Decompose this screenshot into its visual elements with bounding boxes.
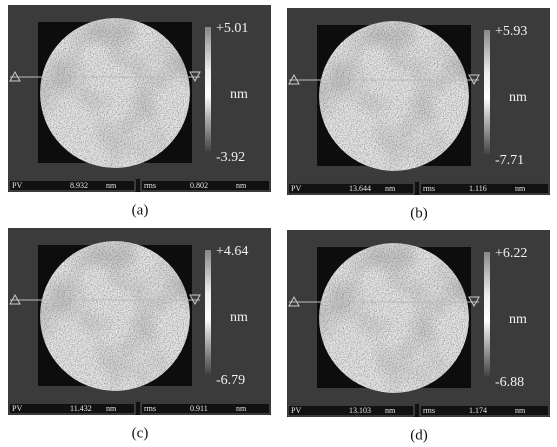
color-bar: [205, 250, 211, 374]
status-text: 0.911: [190, 404, 208, 413]
status-text: 1.116: [469, 184, 487, 193]
surface-map: [40, 241, 190, 391]
status-text: nm: [385, 406, 396, 415]
caption: (d): [410, 427, 428, 443]
status-text: PV: [291, 184, 301, 193]
color-bar: [484, 30, 490, 154]
surface-map: [40, 18, 190, 168]
max-label: +5.01: [216, 21, 248, 36]
status-text: 0.802: [190, 181, 208, 190]
status-text: nm: [236, 404, 247, 413]
color-bar: [205, 27, 211, 151]
min-label: -7.71: [495, 153, 524, 168]
status-text: 11.432: [70, 404, 92, 413]
status-text: nm: [106, 404, 117, 413]
status-bar: [287, 182, 550, 195]
panel: +6.22 nm -6.88 PV 13.103 nm rms 1.174 nm (d): [287, 230, 550, 443]
surface-map: [319, 243, 469, 393]
caption: (b): [410, 205, 428, 221]
status-text: 13.103: [349, 406, 371, 415]
figure: +5.01 nm -3.92 PV 8.932 nm rms 0.802 nm (a) +5.93 n…: [0, 0, 557, 447]
min-label: -6.88: [495, 375, 524, 390]
status-text: 13.644: [349, 184, 371, 193]
status-text: rms: [144, 404, 156, 413]
status-text: nm: [515, 184, 526, 193]
color-bar: [484, 252, 490, 376]
status-text: nm: [515, 406, 526, 415]
surface-map: [319, 21, 469, 171]
status-text: 8.932: [70, 181, 88, 190]
status-text: PV: [12, 181, 22, 190]
status-text: rms: [423, 406, 435, 415]
status-text: rms: [423, 184, 435, 193]
panel: +5.01 nm -3.92 PV 8.932 nm rms 0.802 nm (a): [8, 5, 271, 218]
max-label: +4.64: [216, 244, 248, 259]
panel: +4.64 nm -6.79 PV 11.432 nm rms 0.911 nm (c): [8, 228, 271, 441]
caption: (c): [132, 425, 149, 441]
status-text: PV: [12, 404, 22, 413]
status-bar: [287, 404, 550, 417]
unit-label: nm: [509, 312, 527, 327]
unit-label: nm: [230, 310, 248, 325]
status-text: rms: [144, 181, 156, 190]
caption: (a): [132, 202, 149, 218]
max-label: +6.22: [495, 246, 527, 261]
min-label: -6.79: [216, 373, 245, 388]
status-text: nm: [236, 181, 247, 190]
unit-label: nm: [509, 90, 527, 105]
status-bar: [8, 179, 271, 192]
status-bar: [8, 402, 271, 415]
unit-label: nm: [230, 87, 248, 102]
max-label: +5.93: [495, 24, 527, 39]
status-text: nm: [385, 184, 396, 193]
status-text: PV: [291, 406, 301, 415]
status-text: nm: [106, 181, 117, 190]
panel: +5.93 nm -7.71 PV 13.644 nm rms 1.116 nm (b): [287, 8, 550, 221]
status-text: 1.174: [469, 406, 487, 415]
min-label: -3.92: [216, 150, 245, 165]
